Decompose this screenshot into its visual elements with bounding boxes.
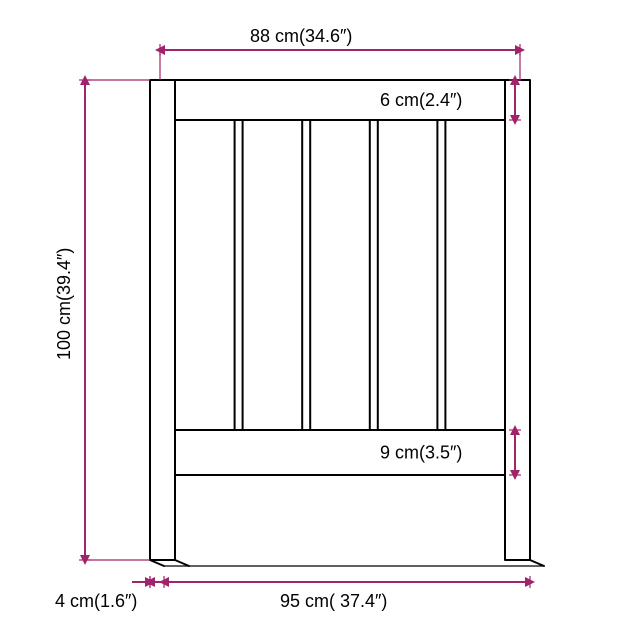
dimension-label: 95 cm( 37.4″) [280, 591, 387, 611]
dimension-label: 4 cm(1.6″) [55, 591, 137, 611]
dimension-label: 88 cm(34.6″) [250, 26, 352, 46]
headboard-outline [150, 80, 544, 566]
dimensioned-product-diagram: 88 cm(34.6″) 6 cm(2.4″) 100 cm(39.4″) 9 cm(… [0, 0, 620, 620]
dimension-label: 100 cm(39.4″) [54, 248, 74, 360]
dimension-label: 9 cm(3.5″) [380, 443, 462, 463]
dimension-label: 6 cm(2.4″) [380, 90, 462, 110]
